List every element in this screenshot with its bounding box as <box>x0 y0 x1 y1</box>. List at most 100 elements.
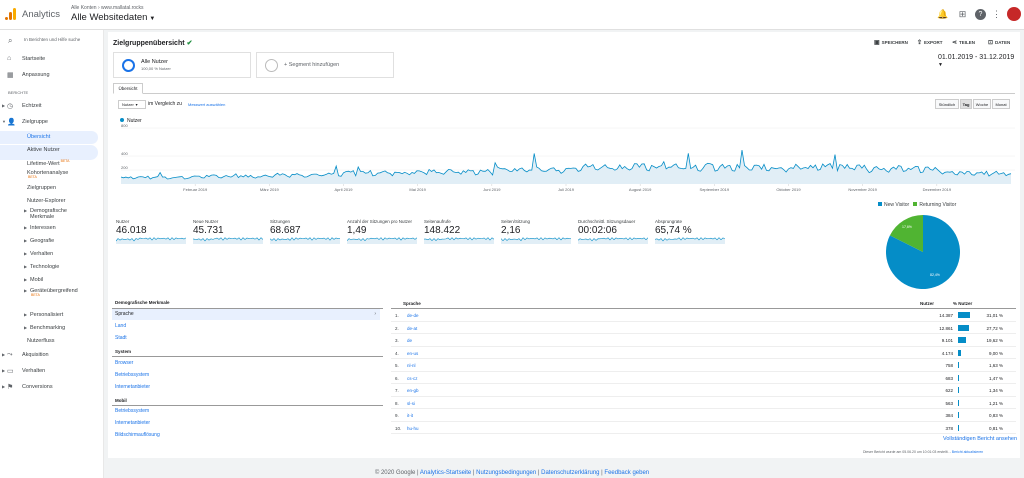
row-language-link[interactable]: de <box>407 338 413 343</box>
breadcrumb-accounts[interactable]: Alle Konten <box>71 5 97 11</box>
sidebar-item-zielgruppen[interactable]: Zielgruppen <box>27 185 57 191</box>
metric-tile[interactable]: Nutzer 46.018 <box>116 214 188 244</box>
breadcrumb-site[interactable]: www.mallatal.rocks <box>101 5 144 11</box>
date-range-picker[interactable]: 01.01.2019 - 31.12.2019 ▼ <box>938 54 1020 68</box>
footer-link-home[interactable]: Analytics-Startseite <box>419 470 472 476</box>
footer-link-terms[interactable]: Nutzungsbedingungen <box>476 470 537 476</box>
sidebar-item-lifetime[interactable]: Lifetime-WertBETA <box>27 159 70 167</box>
metric-tile[interactable]: Absprungrate 65,74 % <box>655 214 727 244</box>
row-language-link[interactable]: sl-si <box>407 400 415 406</box>
row-language-link[interactable]: cs-cz <box>407 375 418 381</box>
metric-tile[interactable]: Seiten/Sitzung 2,16 <box>501 214 573 244</box>
visitor-type-pie-chart[interactable]: 82,4% 17,6% <box>885 214 961 290</box>
demo-item-stadt[interactable]: Stadt <box>115 335 127 341</box>
footer-copyright: © 2020 Google | <box>374 470 419 476</box>
row-language-link[interactable]: it-it <box>407 413 413 418</box>
footer-link-privacy[interactable]: Datenschutzerklärung <box>541 470 600 476</box>
apps-grid-icon[interactable]: ⊞ <box>958 9 967 19</box>
row-users: 622 <box>945 388 953 393</box>
refresh-report-link[interactable]: Bericht aktualisieren <box>951 450 984 454</box>
add-segment-button[interactable]: + Segment hinzufügen <box>256 52 394 78</box>
sidebar-item-demografie[interactable]: ▶ Demografische Merkmale <box>24 208 90 220</box>
demo-item-internetanbieter[interactable]: Internetanbieter <box>115 384 151 390</box>
demo-item-land[interactable]: Land <box>115 323 127 329</box>
sidebar-item-aktive-nutzer[interactable]: Aktive Nutzer <box>27 147 60 153</box>
sidebar-item-technologie[interactable]: ▶ Technologie <box>24 264 59 270</box>
sidebar-item-nutzer-explorer[interactable]: Nutzer-Explorer <box>27 198 66 204</box>
sidebar-item-uebersicht[interactable]: Übersicht <box>27 134 51 140</box>
sidebar-item-geografie[interactable]: ▶ Geografie <box>24 238 54 244</box>
sidebar-item-verhalten[interactable]: ▶ ▭ Verhalten <box>2 368 45 375</box>
row-language-link[interactable]: en-gb <box>407 388 419 393</box>
tab-overview[interactable]: Übersicht <box>113 83 143 94</box>
row-language-link[interactable]: en-us <box>407 350 419 356</box>
row-language-link[interactable]: de-de <box>407 313 419 318</box>
sidebar-item-geraete[interactable]: ▶ Geräteübergreifend BETA <box>24 288 78 297</box>
demo-item-resolution[interactable]: Bildschirmauflösung <box>115 432 160 438</box>
sidebar-item-startseite[interactable]: ⌂ Startseite <box>7 55 45 62</box>
table-row[interactable]: 4. en-us 4.174 9,00 % <box>391 347 1016 359</box>
granularity-hourly[interactable]: Stündlich <box>935 99 959 109</box>
sidebar-item-akquisition[interactable]: ▶ ⤳ Akquisition <box>2 351 49 358</box>
analytics-logo-icon[interactable] <box>5 8 17 20</box>
help-icon[interactable]: ? <box>975 9 986 20</box>
row-language-link[interactable]: hu-hu <box>407 425 419 431</box>
sidebar-item-nutzerfluss[interactable]: Nutzerfluss <box>27 338 55 344</box>
row-language-link[interactable]: de-at <box>407 325 418 331</box>
export-button[interactable]: ⇪ EXPORT <box>917 39 943 46</box>
granularity-month[interactable]: Monat <box>992 99 1010 109</box>
share-button[interactable]: ⋖ TEILEN <box>952 39 975 46</box>
table-row[interactable]: 10. hu-hu 378 0,81 % <box>391 422 1016 434</box>
sidebar-item-interessen[interactable]: ▶ Interessen <box>24 225 56 231</box>
full-report-link[interactable]: Vollständigen Bericht ansehen <box>943 436 1017 442</box>
sidebar-search-input[interactable]: In Berichten und Hilfe suche <box>24 37 81 42</box>
sidebar-item-echtzeit[interactable]: ▶ ◷ Echtzeit <box>2 103 42 110</box>
table-row[interactable]: 3. de 9.101 19,62 % <box>391 334 1016 347</box>
metric-tile[interactable]: Sitzungen 68.687 <box>270 214 342 244</box>
demo-item-sprache[interactable]: Sprache › <box>112 309 380 320</box>
granularity-day[interactable]: Tag <box>960 99 972 109</box>
sidebar-item-mobil[interactable]: ▶ Mobil <box>24 277 43 283</box>
sidebar-item-verhalten-sub[interactable]: ▶ Verhalten <box>24 251 53 257</box>
more-vert-icon[interactable]: ⋮ <box>992 9 1001 19</box>
table-row[interactable]: 9. it-it 384 0,83 % <box>391 409 1016 422</box>
search-icon[interactable]: ⌕ <box>8 36 13 45</box>
table-row[interactable]: 5. nl-nl 758 1,63 % <box>391 359 1016 372</box>
view-selector[interactable]: Alle Websitedaten ▼ <box>71 12 155 23</box>
footer-link-feedback[interactable]: Feedback geben <box>604 470 650 476</box>
granularity-week[interactable]: Woche <box>973 99 991 109</box>
users-line-chart[interactable]: 800 400 200 Februar 2019 März 2019 April 201… <box>113 124 1015 196</box>
x-tick-label: April 2019 <box>334 187 353 192</box>
demo-item-browser[interactable]: Browser <box>115 360 134 366</box>
table-row[interactable]: 7. en-gb 622 1,34 % <box>391 384 1016 397</box>
demo-item-betriebssystem[interactable]: Betriebssystem <box>115 372 150 378</box>
sidebar-item-kohorten[interactable]: Kohortenanalyse BETA <box>27 170 68 179</box>
sidebar-item-benchmarking[interactable]: ▶ Benchmarking <box>24 325 65 331</box>
metric-select[interactable]: Nutzer ▼ <box>118 100 146 109</box>
segment-all-users[interactable]: Alle Nutzer 100,00 % Nutzer <box>113 52 251 78</box>
breadcrumb[interactable]: Alle Konten › www.mallatal.rocks <box>71 5 144 11</box>
demo-item-mobile-isp[interactable]: Internetanbieter <box>115 420 151 426</box>
table-row[interactable]: 2. de-at 12.861 27,72 % <box>391 322 1016 334</box>
metric-tile[interactable]: Anzahl der Sitzungen pro Nutzer 1,49 <box>347 214 419 244</box>
metric-tile[interactable]: Neue Nutzer 45.731 <box>193 214 265 244</box>
sidebar-item-conversions[interactable]: ▶ ⚑ Conversions <box>2 384 53 391</box>
metric-tile[interactable]: Seitenaufrufe 148.422 <box>424 214 496 244</box>
sparkline-path <box>193 237 263 242</box>
row-bar <box>958 387 959 393</box>
table-row[interactable]: 6. cs-cz 683 1,47 % <box>391 372 1016 384</box>
avatar[interactable] <box>1007 7 1021 21</box>
demo-item-mobile-os[interactable]: Betriebssystem <box>115 408 150 414</box>
dashboard-icon: ▦ <box>7 72 14 79</box>
notifications-icon[interactable]: 🔔 <box>937 9 949 19</box>
insights-button[interactable]: ⊡ DATEN <box>988 39 1010 46</box>
table-row[interactable]: 1. de-de 14.387 31,01 % <box>391 309 1016 322</box>
sidebar-item-zielgruppe[interactable]: ▼ 👤 Zielgruppe <box>2 119 48 126</box>
table-row[interactable]: 8. sl-si 563 1,21 % <box>391 397 1016 409</box>
compare-metric-link[interactable]: Messwert auswählen <box>188 102 226 107</box>
row-language-link[interactable]: nl-nl <box>407 363 416 368</box>
metric-tile[interactable]: Durchschnittl. Sitzungsdauer 00:02:06 <box>578 214 650 244</box>
sidebar-item-personalisiert[interactable]: ▶ Personalisiert <box>24 312 63 318</box>
save-button[interactable]: ▣ SPEICHERN <box>874 39 908 46</box>
sidebar-item-anpassung[interactable]: ▦ Anpassung <box>7 72 50 79</box>
